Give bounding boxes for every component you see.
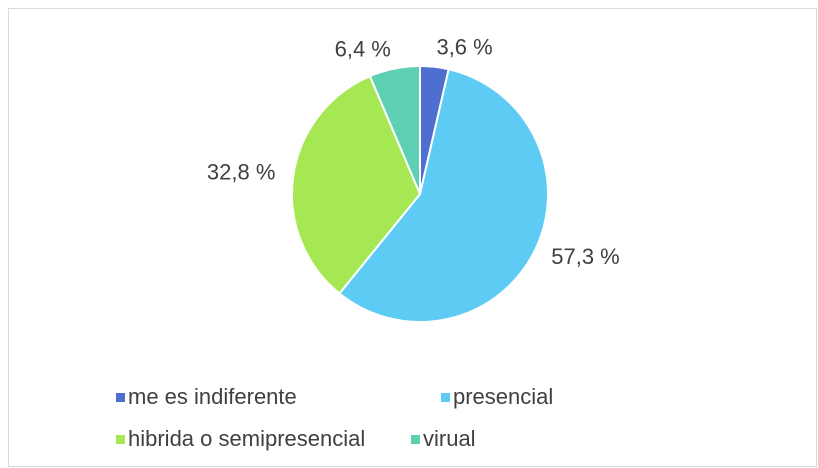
data-label: 57,3 % <box>551 244 620 269</box>
legend-swatch <box>441 393 450 402</box>
legend-swatch <box>116 393 125 402</box>
legend-swatch <box>116 435 125 444</box>
pie-slice <box>338 68 549 323</box>
legend-label: hibrida o semipresencial <box>128 426 365 451</box>
pie-slice <box>368 64 421 195</box>
data-label: 3,6 % <box>436 35 492 60</box>
legend-label: presencial <box>453 384 553 409</box>
pie-slice <box>291 74 422 295</box>
legend-label: virual <box>423 426 476 451</box>
data-label: 32,8 % <box>207 159 276 184</box>
legend-label: me es indiferente <box>128 384 297 409</box>
legend-swatch <box>411 435 420 444</box>
data-label: 6,4 % <box>335 37 391 62</box>
